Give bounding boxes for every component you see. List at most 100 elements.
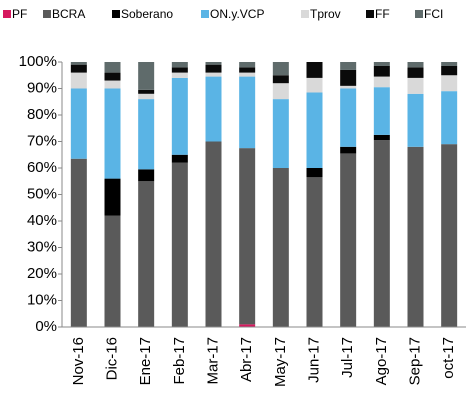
bar-segment (104, 62, 121, 73)
bar-segment (306, 177, 323, 327)
bar-segment (138, 93, 155, 100)
bar-segment (306, 168, 323, 178)
bar-segment (205, 141, 222, 327)
legend-swatch (415, 10, 423, 18)
legend-swatch (3, 10, 11, 18)
bar-segment (205, 62, 222, 65)
legend-label: BCRA (52, 7, 85, 21)
y-tick-label: 40% (27, 212, 57, 229)
legend-label: FF (375, 7, 390, 21)
bar-segment (340, 88, 357, 147)
bar-segment (138, 99, 155, 170)
bar-segment (340, 153, 357, 327)
bar-segment (373, 134, 390, 141)
bar-segment (70, 64, 87, 73)
legend-swatch (366, 10, 374, 18)
legend-label: PF (12, 7, 27, 21)
bar-segment (373, 87, 390, 135)
y-tick-label: 30% (27, 238, 57, 255)
bar-segment (373, 65, 390, 77)
bar-segment (138, 181, 155, 327)
y-tick-label: 0% (35, 318, 57, 335)
bar-segment (138, 62, 155, 90)
bar-segment (306, 92, 323, 168)
bar-segment (407, 62, 424, 68)
y-tick-label: 10% (27, 291, 57, 308)
bar-segment (239, 67, 256, 73)
bar-segment (239, 72, 256, 77)
legend-swatch (43, 10, 51, 18)
x-tick-label: Jul-17 (339, 337, 356, 378)
bar-segment (441, 91, 458, 145)
x-tick-label: Dic-16 (103, 337, 120, 380)
bar-segment (171, 62, 188, 68)
bar-segment (340, 85, 357, 89)
bar-segment (171, 162, 188, 327)
bar-segment (407, 93, 424, 147)
bar-segment (205, 64, 222, 73)
y-tick-label: 70% (27, 132, 57, 149)
bar-segment (272, 62, 289, 76)
bar-segment (171, 77, 188, 155)
bar-segment (104, 178, 121, 216)
y-tick-label: 50% (27, 185, 57, 202)
bar-segment (239, 148, 256, 325)
legend-swatch (301, 10, 309, 18)
bar-segment (407, 146, 424, 327)
bar-segment (171, 67, 188, 73)
bar-segment (205, 72, 222, 77)
legend-label: Tprov (310, 7, 341, 21)
bar-segment (171, 72, 188, 78)
bar-segment (138, 169, 155, 182)
bar-segment (205, 76, 222, 142)
bar-segment (70, 72, 87, 89)
y-tick-label: 80% (27, 106, 57, 123)
bar-segment (306, 77, 323, 93)
legend-swatch (112, 10, 120, 18)
legend-label: FCI (424, 7, 443, 21)
bar-segment (441, 65, 458, 76)
x-tick-label: Abr-17 (238, 337, 255, 382)
y-tick-label: 20% (27, 265, 57, 282)
bar-segment (104, 72, 121, 81)
bar-segment (407, 77, 424, 94)
bar-segment (340, 62, 357, 70)
bar-segment (441, 144, 458, 327)
bar-segment (407, 67, 424, 78)
bar-segment (104, 80, 121, 89)
x-tick-label: Mar-17 (204, 337, 221, 385)
bar-segment (373, 76, 390, 88)
bar-segment (272, 99, 289, 168)
bar-segment (340, 146, 357, 154)
bar-segment (239, 76, 256, 149)
bar-segment (441, 62, 458, 66)
x-tick-label: Sep-17 (406, 337, 423, 385)
x-tick-label: Nov-16 (70, 337, 87, 385)
bar-segment (138, 89, 155, 94)
bar-segment (272, 75, 289, 84)
bar-segment (306, 62, 323, 78)
bar-segment (70, 88, 87, 159)
bar-segment (272, 168, 289, 327)
x-tick-label: Jun-17 (305, 337, 322, 383)
bar-segment (104, 88, 121, 179)
bar-segment (441, 75, 458, 92)
bar-segment (171, 154, 188, 163)
x-tick-label: Feb-17 (171, 337, 188, 385)
bar-segment (272, 83, 289, 100)
legend-label: ON.y.VCP (210, 7, 264, 21)
legend-label: Soberano (121, 7, 173, 21)
bar-segment (70, 158, 87, 327)
y-tick-label: 90% (27, 79, 57, 96)
x-tick-label: May-17 (272, 337, 289, 387)
bar-segment (239, 62, 256, 68)
x-tick-label: Ago-17 (373, 337, 390, 385)
bar-segment (239, 324, 256, 327)
x-tick-label: Ene-17 (137, 337, 154, 385)
y-tick-label: 60% (27, 159, 57, 176)
x-tick-label: oct-17 (440, 337, 457, 379)
bar-segment (373, 62, 390, 66)
bar-segment (373, 140, 390, 327)
bar-segment (340, 69, 357, 86)
